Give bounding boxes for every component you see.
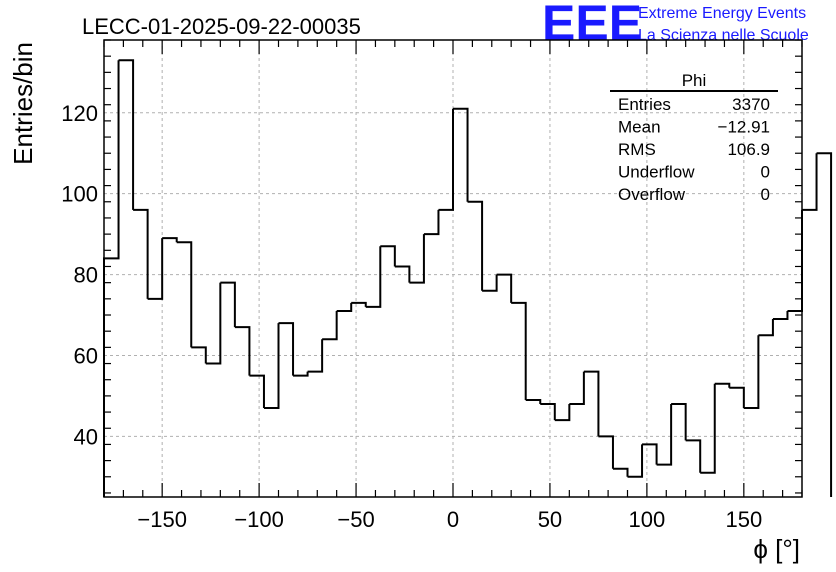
histogram-bin (103, 60, 120, 497)
histogram-bin (394, 265, 411, 283)
histogram-bin (133, 208, 149, 299)
histogram-bin (118, 59, 135, 210)
y-tick-label: 60 (74, 343, 98, 368)
histogram-bin (336, 302, 353, 312)
histogram-bin (365, 246, 382, 308)
histogram-bin (700, 383, 716, 474)
y-axis-title: Entries/bin (8, 42, 38, 165)
histogram-bin (162, 237, 178, 243)
histogram-bin (453, 107, 469, 202)
x-tick-label: 150 (725, 507, 762, 532)
tick-labels: −150 −100 −50 0 50 100 150 40 60 80 100 120 (61, 101, 762, 532)
stats-box: Phi Entries 3370 Mean −12.91 RMS 106.9 Underfl… (610, 71, 778, 204)
histogram-bin (612, 467, 629, 477)
histogram-bin (787, 209, 803, 312)
histogram-bin (351, 301, 367, 307)
histogram-bin (743, 335, 760, 410)
histogram-bin (220, 281, 236, 328)
x-tick-label: 100 (629, 507, 666, 532)
histogram-bin (423, 209, 440, 236)
histogram-bin (496, 273, 513, 303)
histogram-bin (525, 398, 542, 404)
stats-row-label: Underflow (618, 163, 695, 182)
histogram-bin (554, 403, 571, 422)
histogram-bin (758, 319, 774, 337)
x-tick-label: −50 (337, 507, 374, 532)
histogram-bin (293, 371, 309, 377)
x-tick-label: −100 (234, 507, 284, 532)
histogram-bin (569, 371, 585, 405)
histogram-bin (540, 402, 556, 421)
x-axis-title: ϕ [°] (753, 534, 800, 564)
x-tick-label: −150 (137, 507, 187, 532)
y-tick-label: 100 (61, 182, 98, 207)
histogram-bin (642, 443, 658, 465)
histogram-bin (263, 323, 280, 410)
histogram-bin (802, 153, 818, 211)
stats-row-label: RMS (618, 140, 656, 159)
stats-row-label: Overflow (618, 185, 686, 204)
histogram-bin (467, 200, 484, 291)
histogram-bin (307, 339, 324, 373)
histogram-bin (191, 346, 207, 364)
histogram-bin (772, 310, 789, 321)
eee-logo-letters: EEE (542, 0, 642, 51)
x-tick-label: 0 (447, 507, 459, 532)
stats-row-value: 0 (761, 185, 770, 204)
x-tick-label: 50 (538, 507, 562, 532)
histogram-bin (816, 152, 833, 497)
stats-row-label: Entries (618, 95, 671, 114)
histogram-bin (176, 241, 193, 348)
histogram-bin (511, 301, 527, 400)
eee-logo-line2: La Scienza nelle Scuole (638, 27, 809, 44)
histogram-bin (583, 370, 600, 437)
y-tick-label: 80 (74, 263, 98, 288)
stats-name: Phi (682, 71, 707, 90)
histogram-bin (627, 444, 644, 478)
histogram-bin (656, 403, 673, 466)
stats-row-value: −12.91 (718, 118, 770, 137)
histogram-bin (482, 274, 498, 292)
histogram-bin (205, 282, 222, 365)
histogram-bin (234, 326, 251, 376)
histogram-bin (278, 322, 295, 376)
histogram-bin (249, 374, 265, 409)
histogram-bin (147, 238, 164, 300)
eee-logo-line1: Extreme Energy Events (638, 5, 806, 22)
histogram-bin (438, 108, 454, 211)
histogram-bin (685, 439, 702, 473)
stats-row-value: 106.9 (727, 140, 770, 159)
histogram-bin (598, 435, 614, 469)
histogram-bin (671, 402, 687, 441)
histogram-bin (729, 386, 745, 409)
axis-ticks (103, 39, 803, 497)
stats-row-label: Mean (618, 118, 661, 137)
histogram-bin (322, 310, 338, 341)
histogram-bin (714, 382, 731, 388)
stats-row-value: 0 (761, 163, 770, 182)
eee-logo: EEE Extreme Energy Events La Scienza nel… (542, 0, 809, 51)
histogram-bin (380, 245, 396, 267)
chart-title: LECC-01-2025-09-22-00035 (82, 14, 361, 39)
stats-row-value: 3370 (732, 95, 770, 114)
y-tick-label: 120 (61, 101, 98, 126)
y-tick-label: 40 (74, 424, 98, 449)
histogram-bin (409, 234, 425, 284)
